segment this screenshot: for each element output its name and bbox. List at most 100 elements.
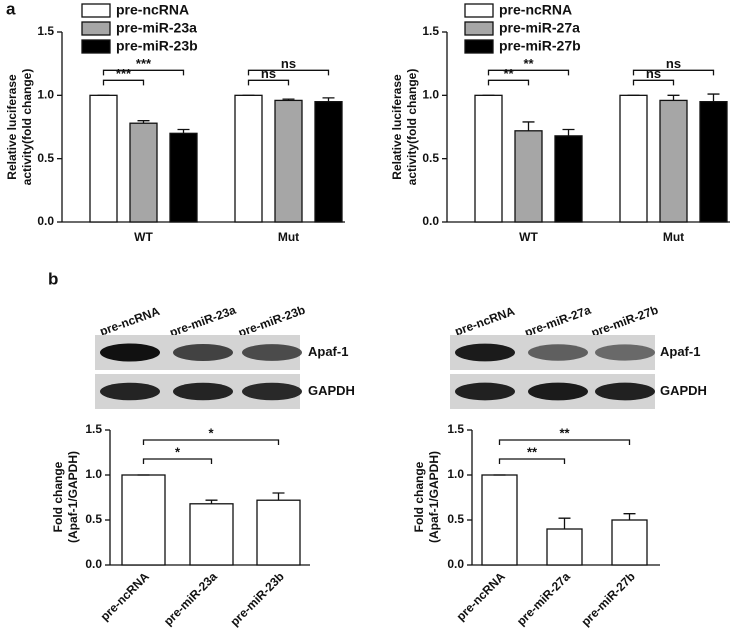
y-tick-label: 0.0 <box>37 214 54 228</box>
y-tick-label: 0.0 <box>85 557 102 571</box>
y-axis-label-line: (Apaf-1/GAPDH) <box>427 451 441 543</box>
error-bar <box>558 517 571 529</box>
bar <box>619 94 648 223</box>
y-axis-label: Fold change(Apaf-1/GAPDH) <box>51 451 80 543</box>
blot-band <box>455 343 515 362</box>
y-axis-label-line: Relative luciferase <box>5 74 19 180</box>
bar <box>234 94 263 223</box>
blot-band <box>242 344 302 361</box>
bar <box>659 99 688 223</box>
x-tick-label: pre-miR-27a <box>514 569 573 628</box>
x-tick-label: WT <box>519 230 538 244</box>
y-tick-label: 1.0 <box>37 88 54 102</box>
error-bar <box>272 492 285 501</box>
significance-label: ** <box>527 444 538 459</box>
y-tick-label: 0.0 <box>447 557 464 571</box>
y-axis-label-line: (Apaf-1/GAPDH) <box>66 451 80 543</box>
significance-label: ** <box>503 66 514 81</box>
error-bar <box>623 513 636 520</box>
bar <box>169 132 198 223</box>
panel-label: b <box>48 269 58 288</box>
significance-bracket <box>498 439 631 445</box>
y-axis-label: Fold change(Apaf-1/GAPDH) <box>412 451 441 543</box>
y-tick-label: 1.5 <box>37 24 54 38</box>
blot-row-label: GAPDH <box>660 383 707 398</box>
lane-label: pre-ncRNA <box>98 304 162 339</box>
y-tick-label: 0.5 <box>37 151 54 165</box>
y-tick-label: 1.0 <box>85 467 102 481</box>
significance-label: ns <box>261 66 276 81</box>
blot-band <box>173 382 233 401</box>
significance-bracket <box>632 79 675 86</box>
blot-band <box>528 344 588 361</box>
lane-label: pre-miR-23a <box>168 303 238 340</box>
error-bar <box>282 98 295 101</box>
x-tick-label: Mut <box>278 230 299 244</box>
significance-bracket <box>247 69 330 76</box>
lane-label: pre-miR-27b <box>589 303 660 340</box>
error-bar <box>562 128 575 136</box>
legend-swatch <box>81 21 111 36</box>
blot-band <box>595 344 655 361</box>
bar <box>189 503 234 566</box>
bar <box>546 528 583 566</box>
x-tick-label: pre-miR-23b <box>227 569 286 628</box>
bar <box>611 519 648 566</box>
legend-label: pre-miR-23b <box>116 38 198 54</box>
x-tick-label: pre-ncRNA <box>98 569 152 623</box>
bar <box>699 101 728 223</box>
legend-swatch <box>81 3 111 18</box>
y-tick-label: 1.5 <box>85 422 102 436</box>
bar <box>481 474 518 566</box>
significance-label: * <box>175 444 181 459</box>
error-bar <box>322 97 335 102</box>
significance-label: ns <box>666 56 681 71</box>
bar <box>274 99 303 223</box>
error-bar <box>522 121 535 131</box>
blot-band <box>100 343 160 362</box>
blot-band <box>595 382 655 401</box>
blot-row-label: GAPDH <box>308 383 355 398</box>
legend-label: pre-miR-23a <box>116 20 197 36</box>
blot-row-label: Apaf-1 <box>308 344 348 359</box>
y-axis-label-line: Fold change <box>51 461 65 532</box>
y-axis-label: Relative luciferaseactivity(fold change) <box>390 69 419 186</box>
significance-label: *** <box>136 56 152 71</box>
x-tick-label: pre-ncRNA <box>454 569 508 623</box>
error-bar <box>205 499 218 504</box>
y-axis-label-line: activity(fold change) <box>405 69 419 186</box>
legend-swatch <box>464 39 494 54</box>
significance-bracket <box>142 439 280 445</box>
significance-label: *** <box>116 66 132 81</box>
legend-swatch <box>464 21 494 36</box>
y-axis-label: Relative luciferaseactivity(fold change) <box>5 69 34 186</box>
lane-label: pre-miR-23b <box>236 303 307 340</box>
bar <box>554 135 583 223</box>
legend-label: pre-miR-27b <box>499 38 581 54</box>
panel-label: a <box>6 0 16 18</box>
significance-label: * <box>208 425 214 440</box>
y-tick-label: 1.5 <box>422 24 439 38</box>
bar <box>129 122 158 223</box>
legend-swatch <box>464 3 494 18</box>
blot-band <box>100 382 160 401</box>
error-bar <box>667 94 680 101</box>
significance-label: ** <box>523 56 534 71</box>
legend-label: pre-ncRNA <box>116 2 189 18</box>
lane-label: pre-miR-27a <box>523 303 593 340</box>
significance-bracket <box>102 69 185 76</box>
y-tick-label: 0.5 <box>85 512 102 526</box>
x-tick-label: pre-miR-23a <box>161 569 220 628</box>
legend-swatch <box>81 39 111 54</box>
y-tick-label: 0.5 <box>447 512 464 526</box>
x-tick-label: pre-miR-27b <box>578 569 637 628</box>
blot-row-label: Apaf-1 <box>660 344 700 359</box>
y-tick-label: 1.0 <box>447 467 464 481</box>
bar <box>89 94 118 223</box>
bar <box>514 130 543 223</box>
bar <box>474 94 503 223</box>
y-tick-label: 0.0 <box>422 214 439 228</box>
x-tick-label: Mut <box>663 230 684 244</box>
significance-label: ns <box>646 66 661 81</box>
y-axis-label-line: Fold change <box>412 461 426 532</box>
